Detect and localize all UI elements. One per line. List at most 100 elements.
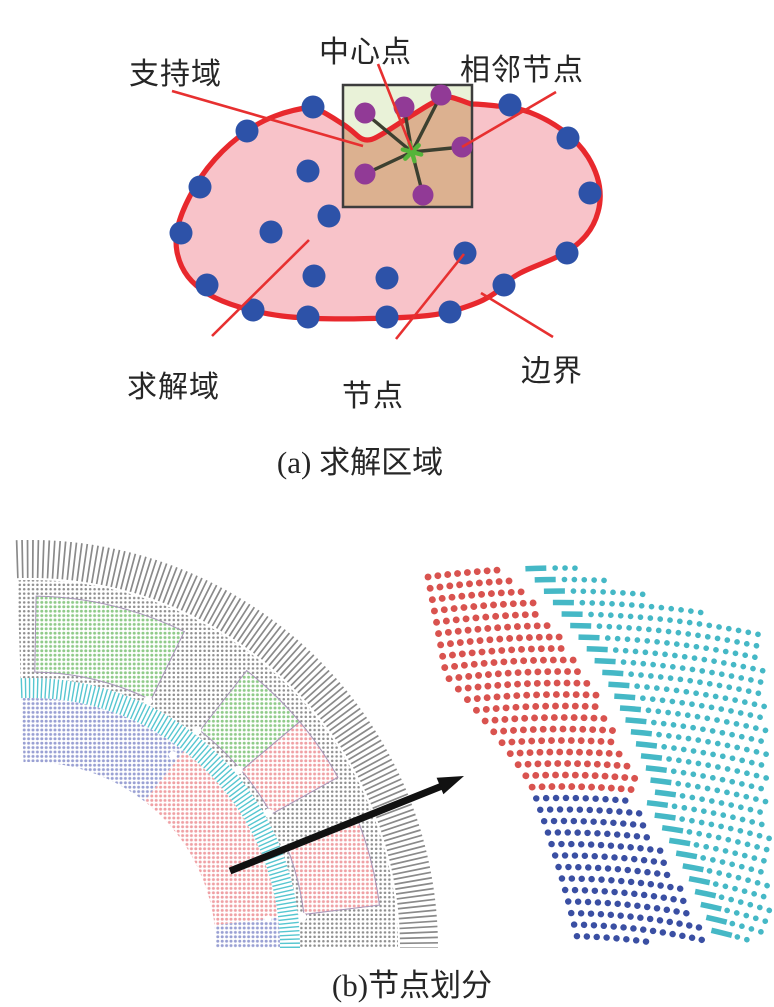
airgap-node-lead — [525, 565, 547, 572]
airgap-node-row — [640, 695, 770, 722]
neighbor-node-dot — [430, 84, 452, 106]
rotor-node-row — [555, 863, 679, 880]
airgap-node-lead — [578, 634, 600, 641]
leader-line-center-point — [376, 63, 414, 151]
label-solution-domain: 求解域 — [127, 371, 220, 404]
airgap-node-row — [661, 744, 771, 770]
node-dot — [498, 93, 522, 117]
airgap-node-row — [656, 731, 771, 758]
rotor-node-row — [568, 909, 703, 931]
magnet-node-row — [437, 633, 565, 649]
airgap-node-lead — [645, 765, 668, 774]
airgap-node-row — [734, 934, 758, 945]
airgap-node-row — [679, 816, 773, 842]
node-dot — [169, 221, 193, 245]
airgap-node-lead — [682, 863, 704, 873]
airgap-node-row — [596, 623, 765, 650]
node-dot — [578, 181, 602, 205]
airgap-node-row — [712, 881, 773, 902]
rotor-node-row — [570, 921, 708, 944]
rotor-node-row — [533, 794, 636, 805]
neighbor-node-dot — [354, 163, 376, 185]
airgap-node-lead — [710, 927, 733, 939]
rotor-node-row — [548, 840, 666, 855]
airgap-node-lead — [694, 888, 717, 899]
magnet-node-row — [435, 622, 556, 637]
airgap-ring — [20, 678, 300, 949]
motor-cross-section — [15, 539, 438, 949]
airgap-node-row — [693, 842, 773, 866]
magnet-node-row — [433, 610, 547, 626]
leader-line-boundary — [480, 291, 554, 339]
airgap-node-lead — [688, 875, 711, 886]
node-dot — [317, 204, 341, 228]
magnet-node-row — [528, 783, 644, 794]
rotor-node-row — [551, 852, 673, 867]
node-dot — [235, 119, 259, 143]
airgap-node-row — [612, 647, 767, 674]
airgap-node-lead — [646, 799, 669, 809]
label-support-domain: 支持域 — [129, 58, 222, 91]
magnet-node-row — [490, 725, 619, 736]
figure-a-nodes — [169, 63, 602, 340]
node-dot — [375, 266, 399, 290]
zoom-arrow — [228, 776, 464, 875]
magnet-node-row — [426, 577, 520, 592]
magnet-node-row — [506, 748, 629, 758]
label-adjacent-nodes: 相邻节点 — [460, 54, 584, 87]
airgap-node-row — [671, 803, 772, 830]
winding-pink-1 — [240, 720, 339, 815]
airgap-node-row — [700, 855, 774, 878]
node-dot — [375, 305, 399, 329]
airgap-node-lead — [614, 693, 636, 701]
node-dot — [296, 159, 320, 183]
magnet-node-row — [431, 599, 538, 615]
magnet-node-row — [424, 566, 510, 581]
node-dot — [555, 241, 579, 265]
rotor-magnet-pink — [144, 751, 279, 926]
leader-line-solution-domain — [211, 239, 310, 337]
airgap-node-lead — [700, 901, 722, 912]
label-center-point: 中心点 — [319, 36, 412, 69]
airgap-node-row — [670, 768, 771, 794]
rotor-node-row — [537, 806, 644, 817]
airgap-node-row — [579, 599, 707, 616]
winding-green-1 — [34, 595, 185, 701]
airgap-node-lead — [640, 753, 663, 761]
airgap-node-row — [628, 671, 768, 698]
rotor-segment-gaps — [168, 751, 272, 923]
magnet-node-row — [445, 668, 589, 683]
airgap-node-lead — [650, 777, 672, 786]
label-boundary: 边界 — [521, 355, 583, 388]
airgap-node-lead — [635, 741, 658, 749]
airgap-node-row — [675, 780, 771, 805]
figure-b-canvas — [15, 539, 774, 949]
airgap-node-row — [570, 588, 648, 598]
airgap-node-row — [588, 611, 764, 638]
airgap-node-lead — [630, 729, 653, 737]
node-dot — [259, 220, 283, 244]
magnet-node-row — [439, 645, 573, 660]
rotor-node-row — [558, 875, 686, 893]
center-point-marker — [403, 143, 421, 161]
magnet-node-row — [441, 656, 581, 671]
airgap-node-lead — [619, 705, 642, 713]
rotor-node-row — [540, 817, 652, 830]
airgap-node-row — [666, 756, 771, 782]
figure-a-canvas — [169, 63, 603, 340]
airgap-node-lead — [654, 789, 677, 798]
airgap-node-row — [724, 907, 773, 926]
spoke-line — [410, 94, 443, 153]
magnet-node-row — [498, 737, 624, 747]
airgap-node-lead — [594, 657, 616, 665]
airgap-node-row — [686, 829, 773, 854]
neighbor-node-dot — [393, 96, 415, 118]
airgap-node-row — [718, 894, 773, 914]
domain-boundary — [173, 94, 603, 322]
airgap-node-row — [634, 683, 769, 710]
airgap-node-lead — [654, 812, 676, 821]
rotor-node-row — [544, 829, 659, 842]
airgap-node-row — [561, 576, 616, 584]
node-dot — [556, 126, 580, 150]
rotor-node-row — [561, 886, 692, 905]
